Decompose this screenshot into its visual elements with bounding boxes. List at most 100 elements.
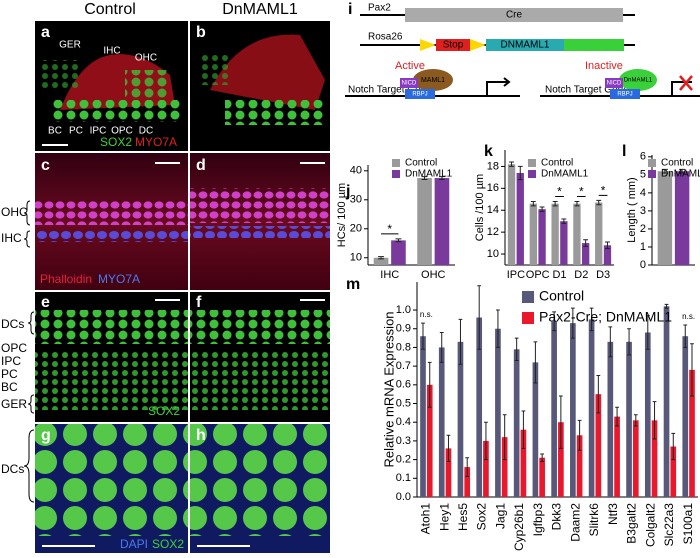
row-label: PC [1,367,18,381]
stain-region [190,310,330,344]
gene-label: Rosa26 [368,32,403,43]
bar [476,317,483,497]
bar [573,203,581,265]
bar [483,440,489,497]
y-tick-label: 14 [487,204,499,216]
error-bar [671,432,676,461]
gene-box [486,39,564,51]
panel-letter: h [196,427,206,444]
row-label: IHC [1,231,22,245]
x-tick-label: OHC [421,269,446,281]
brace [27,394,35,414]
y-tick-label: 40 [350,165,362,177]
x-tick-label: IHC [380,269,399,281]
bar [674,171,690,265]
error-bar [421,176,428,180]
error-bar [608,326,613,358]
column-header: Control [84,1,136,18]
stain-region [40,60,80,90]
panel-letter: a [41,24,50,41]
protein-label: RBPJ [617,92,632,98]
error-bar [661,168,668,174]
error-bar [465,457,470,477]
x-tick-label: Dkk3 [550,503,564,531]
stain-label: Phalloidin [40,272,92,286]
error-bar [514,337,519,362]
error-bar [477,285,482,350]
bar [426,384,433,497]
legend-swatch [528,159,536,167]
bar [434,178,450,265]
x-tick-label: B3galt2 [625,503,639,544]
protein [413,69,453,91]
bar [570,323,576,497]
error-bar [446,434,451,462]
brace [23,200,31,226]
error-bar [679,168,686,174]
error-bar [439,331,444,363]
protein-label: DnMAML1 [624,78,653,84]
y-tick-label: 0.4 [396,416,411,428]
row-label: IPC [1,354,21,368]
bar [651,420,658,497]
y-tick-label: 4 [640,187,646,199]
bar [689,369,695,497]
error-bar [484,421,488,461]
error-bar [539,206,545,212]
bar [495,328,501,497]
error-bar [517,165,523,181]
legend-label: Control [541,158,573,169]
y-tick-label: 2 [640,223,646,235]
significance-label: * [579,185,584,199]
y-axis-label: Cells /100 µm [474,174,486,241]
error-bar [521,410,526,449]
y-tick-label: 1 [640,241,646,253]
stain-region [50,100,180,122]
x-tick-label: Slitrk6 [587,503,601,537]
bar [520,429,527,497]
bar [632,420,639,497]
gene-label: Notch Target Gene [348,85,432,96]
error-bar [615,406,619,427]
y-tick-label: 0 [640,259,646,271]
y-tick-label: 0.2 [396,454,411,466]
significance-label: * [557,185,562,199]
bar [576,435,583,497]
state-label: Active [395,60,425,72]
row-label: GER [1,397,27,411]
gene-label: Notch Target Gene [545,85,629,96]
error-bar [570,307,575,339]
bar [513,349,520,497]
bar [539,457,545,497]
error-bar [438,176,445,180]
legend-swatch [528,170,536,178]
stain-label: SOX2 [152,537,184,551]
row-label: DCs [1,462,24,476]
bar [457,341,464,497]
stain-region [35,200,188,225]
x-tick-label: IPC [507,269,525,281]
error-bar [577,419,582,451]
protein-label: NICD [402,81,417,87]
x-tick-label: Colgalt2 [643,503,657,547]
legend-swatch [648,170,656,178]
error-bar [458,318,463,365]
x-tick-label: D1 [552,269,566,281]
loxp [420,39,436,51]
error-bar [589,307,594,332]
error-bar [596,199,602,206]
panel-letter: g [41,427,51,444]
panel-letter: m [346,276,360,293]
bar [417,178,432,265]
error-bar [427,361,432,408]
row-label: DCs [1,317,24,331]
brace [23,230,31,248]
bar [551,203,559,265]
bar [614,416,620,497]
y-tick-label: 0.1 [396,472,411,484]
legend-swatch [648,159,656,167]
stain-region [190,350,330,410]
protein-label: NICD [607,81,622,87]
bar [532,362,539,497]
